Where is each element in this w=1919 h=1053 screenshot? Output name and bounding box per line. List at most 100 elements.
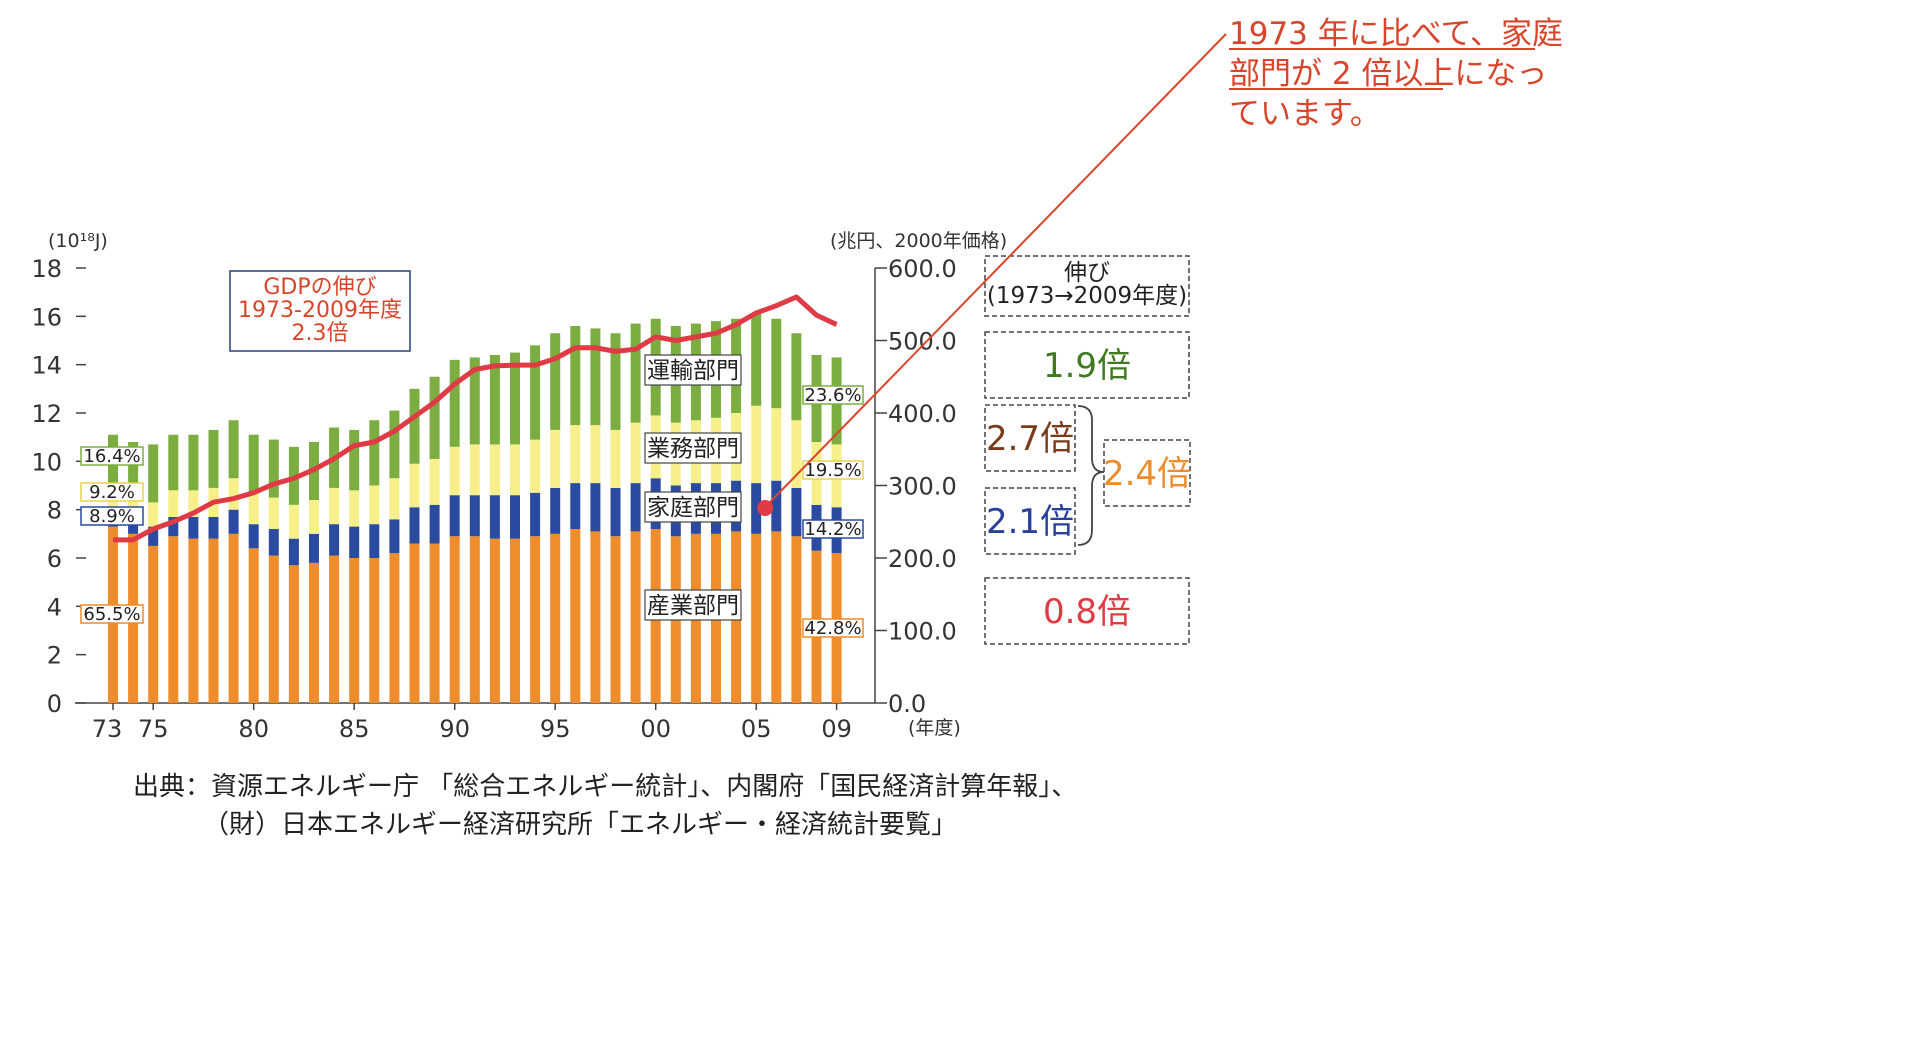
growth-combined-box [1103, 439, 1191, 507]
x-axis-tick-label: 85 [339, 715, 370, 743]
bar-2-2007 [791, 420, 802, 488]
growth-header-period: (1973→2009年度) [987, 283, 1187, 309]
x-axis-tick-label: 80 [238, 715, 269, 743]
bar-2-1984 [329, 487, 340, 525]
gdp-note-box [229, 270, 411, 352]
bar-3-2005 [751, 313, 762, 406]
bar-0-1989 [429, 543, 440, 703]
bar-2-1999 [630, 422, 641, 484]
bar-2-1987 [389, 478, 400, 520]
pct-2009-label: 19.5% [804, 460, 861, 481]
bar-1-2006 [771, 480, 782, 532]
bar-0-2005 [751, 533, 762, 703]
bar-1-1988 [409, 507, 420, 544]
right-axis-tick-label: 500.0 [888, 328, 957, 356]
growth-box [984, 577, 1190, 645]
bar-1-1985 [349, 526, 360, 558]
pct-1973-box [80, 446, 144, 466]
bar-0-1988 [409, 543, 420, 703]
bar-0-1980 [248, 548, 259, 703]
bar-1-1980 [248, 524, 259, 549]
bar-0-1983 [309, 562, 319, 703]
bar-0-1985 [349, 558, 360, 703]
gdp-note-line: 1973-2009年度 [238, 298, 402, 323]
bar-0-1984 [329, 555, 340, 703]
left-axis-tick-label: 2 [47, 642, 62, 670]
bar-1-1987 [389, 519, 400, 554]
bar-2-1986 [369, 485, 380, 525]
bar-3-2006 [771, 318, 782, 409]
bar-1-1982 [288, 538, 299, 566]
right-axis-tick-label: 600.0 [888, 255, 957, 283]
bar-1-2007 [791, 487, 802, 537]
bar-3-1992 [489, 355, 500, 445]
bar-0-1990 [449, 536, 460, 703]
bar-1-2005 [751, 483, 762, 534]
bar-3-1976 [168, 434, 179, 491]
x-axis-tick-label: 95 [540, 715, 571, 743]
bar-1-1998 [610, 487, 621, 537]
bar-3-1996 [570, 326, 581, 426]
sector-label-box [644, 432, 742, 464]
growth-header-title: 伸び [1064, 260, 1110, 286]
bar-2-1992 [489, 444, 500, 496]
bar-3-1975 [148, 444, 159, 503]
bar-2-1995 [550, 429, 561, 488]
bar-0-1978 [208, 538, 219, 703]
left-axis-tick-label: 4 [47, 593, 62, 621]
gdp-line [113, 294, 838, 543]
growth-value: 2.1倍 [986, 502, 1074, 542]
pct-2009-box [802, 385, 864, 405]
bar-3-1978 [208, 429, 219, 488]
bar-0-1987 [389, 553, 400, 703]
pct-1973-label: 65.5% [83, 604, 140, 625]
bar-2-2005 [751, 405, 762, 484]
left-axis-tick-label: 14 [31, 352, 62, 380]
bar-3-1994 [530, 345, 541, 440]
bar-2-1983 [309, 500, 319, 534]
bar-1-1993 [510, 495, 520, 539]
bar-3-1974 [128, 442, 139, 496]
left-axis-unit: (10¹⁸J) [48, 230, 108, 252]
annotation-line: 1973 年に比べて、家庭 [1229, 16, 1563, 52]
pct-1973-label: 16.4% [83, 446, 140, 467]
left-axis-tick-label: 10 [31, 448, 62, 476]
bar-1-1986 [369, 524, 380, 558]
bar-2-1996 [570, 425, 581, 484]
bar-1-1991 [469, 495, 480, 537]
bar-0-1997 [590, 531, 601, 703]
bar-3-1991 [469, 357, 480, 445]
left-axis-tick-label: 6 [47, 545, 62, 573]
bar-1-1983 [309, 533, 319, 563]
bar-0-1999 [630, 531, 641, 703]
bar-3-1998 [610, 333, 621, 430]
bar-2-1975 [148, 502, 159, 527]
x-axis-tick-label: 00 [640, 715, 671, 743]
growth-box [984, 404, 1076, 472]
x-axis-tick-label: 05 [741, 715, 772, 743]
bar-2-1990 [449, 446, 460, 496]
annotation-line: 部門が 2 倍以上になっ [1229, 56, 1547, 92]
bar-1-1979 [228, 509, 239, 534]
bar-2-1979 [228, 478, 239, 510]
annotation-line: ています。 [1229, 96, 1381, 132]
pct-1973-box [80, 506, 144, 526]
sector-label: 運輸部門 [647, 358, 739, 384]
x-axis-tick-label: 90 [439, 715, 470, 743]
sector-label-box [644, 491, 742, 523]
bar-0-2006 [771, 531, 782, 703]
bar-3-1988 [409, 388, 420, 464]
bar-1-1978 [208, 516, 219, 539]
growth-value: 2.7倍 [986, 419, 1074, 459]
annotation-leader-line [768, 33, 1227, 504]
bar-3-1980 [248, 434, 259, 493]
pct-2009-box [802, 519, 864, 539]
bar-2-1997 [590, 425, 601, 484]
right-axis-tick-label: 400.0 [888, 400, 957, 428]
bar-1-1989 [429, 504, 440, 544]
growth-value: 0.8倍 [1043, 592, 1131, 632]
bar-3-1999 [630, 323, 641, 423]
bar-2-1981 [268, 497, 279, 529]
bar-3-1990 [449, 359, 460, 447]
bar-2-1998 [610, 429, 621, 488]
